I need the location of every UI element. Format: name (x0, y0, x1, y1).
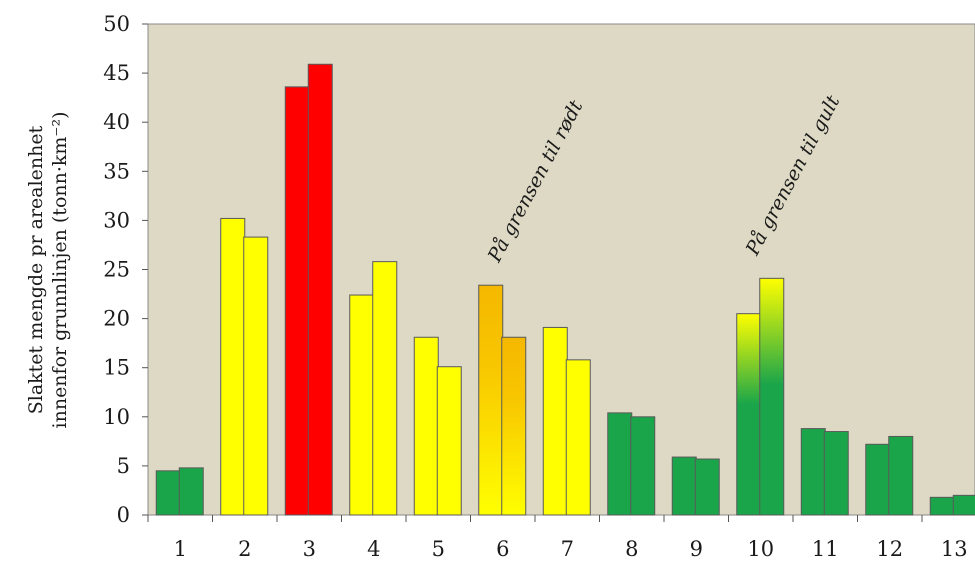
y-tick-label: 40 (103, 110, 130, 134)
bar-7-series-1 (542, 326, 568, 516)
bar-5-series-2 (436, 366, 462, 516)
bar-1-series-1 (155, 470, 181, 516)
y-axis-label-line2: innenfor grunnlinjen (tonn·km⁻²) (49, 112, 71, 429)
y-tick-label: 25 (103, 258, 130, 282)
y-tick-label: 45 (103, 61, 130, 85)
x-tick-label: 13 (941, 537, 968, 561)
y-tick-label: 35 (103, 159, 130, 183)
x-tick-label: 5 (432, 537, 445, 561)
x-tick-label: 7 (561, 537, 574, 561)
bar-2-series-2 (243, 236, 269, 516)
bar-4-series-2 (372, 261, 398, 516)
y-tick-label: 15 (103, 356, 130, 380)
bar-13-series-1 (929, 496, 955, 516)
y-tick-label: 50 (103, 12, 130, 36)
x-tick-label: 9 (690, 537, 703, 561)
bar-8-series-2 (630, 416, 656, 516)
bar-2-series-1 (220, 217, 246, 516)
x-tick-label: 2 (238, 537, 251, 561)
x-tick-label: 1 (174, 537, 187, 561)
y-tick-label: 10 (103, 405, 130, 429)
bar-7-series-2 (565, 359, 591, 516)
bar-10-series-1 (736, 313, 762, 516)
bar-12-series-2 (888, 435, 914, 516)
y-tick-label: 5 (117, 454, 130, 478)
y-axis: 0 5 10 15 20 25 30 35 40 45 50 (103, 12, 148, 527)
x-axis: 1 2 3 4 5 6 7 8 9 10 11 12 13 (147, 515, 968, 561)
x-tick-label: 3 (303, 537, 316, 561)
bar-10-series-2 (759, 277, 785, 516)
x-tick-label: 6 (496, 537, 509, 561)
bar-8-series-1 (607, 412, 633, 516)
bar-3-series-1 (284, 86, 310, 516)
bar-13-series-2 (952, 494, 975, 516)
bar-12-series-1 (865, 443, 891, 516)
bar-6-series-1 (478, 284, 504, 516)
bar-6-series-2 (501, 336, 527, 516)
y-tick-label: 0 (117, 503, 130, 527)
bar-5-series-1 (413, 336, 439, 516)
x-tick-label: 10 (747, 537, 774, 561)
x-tick-label: 12 (876, 537, 903, 561)
bar-4-series-1 (349, 294, 375, 516)
y-tick-label: 20 (103, 307, 130, 331)
bars (155, 63, 975, 516)
bar-3-series-2 (307, 63, 333, 516)
bar-11-series-2 (823, 431, 849, 516)
bar-1-series-2 (178, 467, 204, 516)
bar-9-series-2 (694, 458, 720, 516)
x-tick-label: 8 (625, 537, 638, 561)
bar-11-series-1 (800, 428, 826, 516)
y-tick-label: 30 (103, 208, 130, 232)
x-tick-label: 11 (812, 537, 839, 561)
bar-9-series-1 (671, 456, 697, 516)
y-axis-label: Slaktet mengde pr arealenhet (25, 125, 47, 414)
x-tick-label: 4 (367, 537, 380, 561)
